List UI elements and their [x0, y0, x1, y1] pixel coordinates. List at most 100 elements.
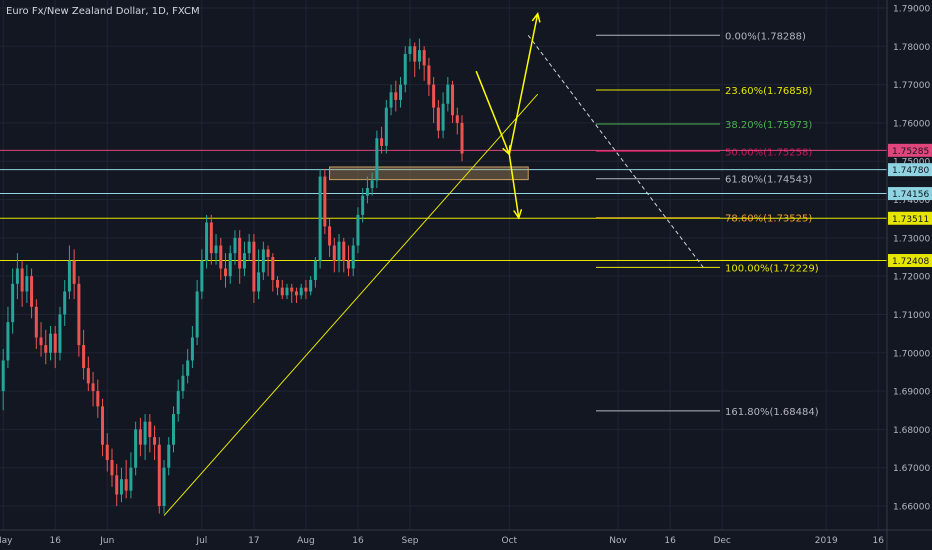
- time-tick-label: Jul: [195, 536, 207, 546]
- candle-body: [252, 241, 256, 292]
- arrow-head: [513, 209, 523, 220]
- candle-body: [157, 444, 161, 506]
- candle-body: [351, 245, 355, 269]
- price-tick-label: 1.76000: [893, 119, 930, 129]
- candle-body: [342, 241, 346, 261]
- price-tag-label: 1.74156: [892, 190, 929, 200]
- time-tick-label: 16: [873, 536, 885, 546]
- price-tick-label: 1.69000: [893, 388, 930, 398]
- candle-body: [261, 249, 265, 273]
- time-tick-label: 17: [248, 536, 259, 546]
- candle-body: [119, 479, 123, 495]
- candle-body: [403, 53, 407, 85]
- candle-body: [171, 414, 175, 445]
- candle-body: [20, 268, 24, 292]
- price-tick-label: 1.78000: [893, 43, 930, 53]
- trendline: [163, 93, 539, 516]
- candle-body: [105, 444, 109, 461]
- support-zone-box: [329, 166, 529, 181]
- candle-body: [224, 268, 228, 277]
- candle-body: [162, 467, 166, 506]
- candle-body: [49, 333, 52, 353]
- horizontal-lines: [0, 149, 887, 262]
- candle-body: [15, 268, 19, 284]
- candle-body: [6, 322, 10, 361]
- candle-body: [399, 84, 403, 100]
- candle-body: [34, 306, 38, 338]
- candle-body: [124, 479, 128, 491]
- candle-body: [318, 176, 322, 261]
- fib-level-label: 61.80%(1.74543): [725, 175, 812, 186]
- price-tag-label: 1.73511: [892, 215, 929, 225]
- candle-body: [110, 460, 114, 476]
- candle-body: [408, 46, 412, 54]
- candle-body: [190, 337, 194, 361]
- price-tick-label: 1.66000: [893, 503, 930, 513]
- time-tick-label: Oct: [502, 536, 518, 546]
- time-tick-label: Sep: [401, 536, 418, 546]
- candle-body: [389, 92, 393, 108]
- candle-body: [323, 176, 327, 227]
- candle-body: [186, 360, 190, 376]
- fib-level-label: 50.00%(1.75258): [725, 147, 812, 158]
- fib-level-label: 100.00%(1.72229): [725, 263, 819, 274]
- candle-body: [299, 287, 303, 296]
- price-tag-bg: [888, 143, 932, 157]
- candle-body: [417, 50, 421, 62]
- candle-body: [96, 391, 100, 407]
- candle-body: [219, 245, 223, 269]
- fib-level-label: 161.80%(1.68484): [725, 407, 819, 418]
- candle-body: [280, 287, 284, 296]
- candle-body: [432, 84, 436, 108]
- price-tick-label: 1.73000: [893, 234, 930, 244]
- arrow-line: [508, 13, 539, 155]
- time-tick-label: Jun: [99, 536, 114, 546]
- candle-body: [422, 50, 426, 66]
- candle-body: [309, 279, 313, 292]
- time-axis: May 16 Jun Jul 17 Aug 16 Sep Oct Nov 16 Dec 2019 16: [0, 529, 932, 546]
- candle-body: [195, 291, 199, 338]
- price-tick-label: 1.71000: [893, 311, 930, 321]
- candle-body: [266, 249, 270, 257]
- candle-body: [134, 429, 138, 468]
- time-tick-label: 2019: [815, 536, 838, 546]
- candle-body: [148, 421, 152, 438]
- candle-body: [455, 115, 459, 123]
- time-tick-label: 16: [50, 536, 62, 546]
- fib-level-label: 78.60%(1.73525): [725, 214, 812, 225]
- candle-body: [72, 260, 76, 284]
- support-zone: [329, 166, 529, 181]
- candle-body: [361, 195, 365, 215]
- candle-body: [337, 241, 341, 261]
- candle-body: [82, 345, 86, 369]
- candle-body: [460, 122, 464, 154]
- candle-body: [370, 180, 374, 189]
- candle-body: [313, 260, 317, 280]
- candle-body: [375, 138, 379, 181]
- candle-body: [214, 245, 218, 254]
- candle-body: [86, 368, 90, 384]
- price-tick-label: 1.68000: [893, 426, 930, 436]
- candle-body: [153, 437, 157, 445]
- candle-body: [176, 391, 180, 415]
- candle-body: [446, 84, 450, 104]
- candle-body: [67, 260, 71, 292]
- time-tick-label: 16: [352, 536, 364, 546]
- candle-body: [115, 475, 119, 495]
- candle-body: [413, 46, 417, 62]
- candle-body: [63, 291, 67, 315]
- price-tag-bg: [888, 187, 932, 201]
- candle-body: [129, 467, 133, 491]
- candle-body: [39, 337, 43, 346]
- candle-body: [436, 107, 440, 131]
- grid: [0, 0, 887, 530]
- price-tag-bg: [888, 254, 932, 268]
- candle-body: [228, 253, 232, 277]
- candle-body: [77, 283, 81, 346]
- candle-body: [233, 237, 237, 254]
- candle-body: [271, 257, 275, 280]
- candle-body: [380, 138, 384, 146]
- candle-body: [181, 375, 185, 392]
